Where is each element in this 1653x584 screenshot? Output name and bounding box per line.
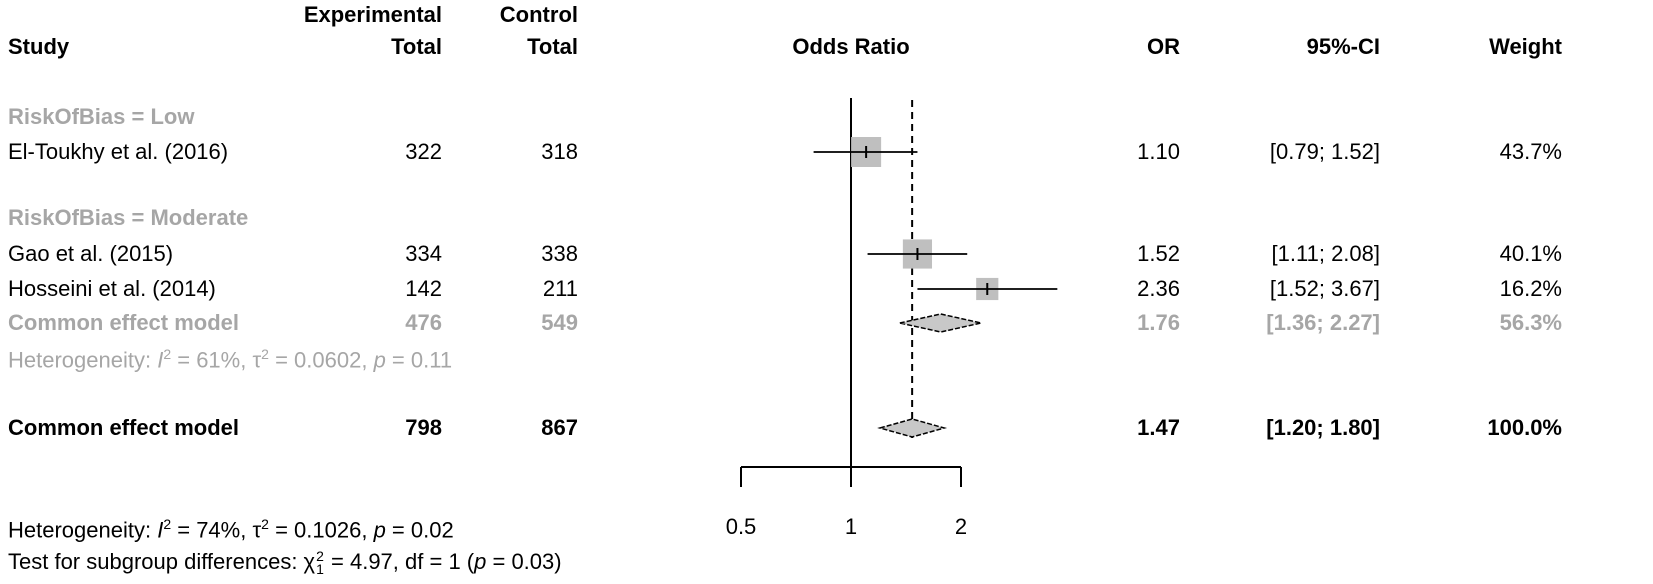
text-segment: = 0.1026,	[268, 517, 374, 543]
study-row-or: 2.36	[1137, 276, 1180, 301]
overall-summary-or: 1.47	[1137, 415, 1180, 440]
overall-summary-weight: 100.0%	[1487, 415, 1562, 440]
text-segment: p	[373, 347, 386, 373]
overall-heterogeneity: Heterogeneity: I2 = 74%, τ2 = 0.1026, p …	[8, 517, 454, 541]
text-segment: p	[474, 549, 487, 575]
text-segment: = 0.11	[385, 347, 453, 373]
study-row-ci: [0.79; 1.52]	[1269, 139, 1380, 164]
subgroup-label: RiskOfBias = Low	[8, 104, 195, 129]
text-segment: 2	[163, 516, 172, 532]
x-tick-label: 1	[844, 514, 858, 539]
study-row-ctrl-total: 338	[541, 241, 578, 266]
subgroup-heterogeneity: Heterogeneity: I2 = 61%, τ2 = 0.0602, p …	[8, 347, 452, 371]
header-experimental: Experimental	[303, 2, 442, 27]
text-segment: Heterogeneity:	[8, 517, 158, 543]
study-row-exp-total: 334	[405, 241, 442, 266]
text-segment: τ	[252, 517, 262, 543]
x-tick-label: 2	[954, 514, 968, 539]
text-segment: Test for subgroup differences:	[8, 549, 304, 575]
math-script: 2	[316, 548, 324, 564]
study-row-exp-total: 322	[405, 139, 442, 164]
text-segment: p	[373, 517, 386, 543]
study-row-name: Gao et al. (2015)	[8, 241, 174, 266]
text-segment: = 74%,	[171, 517, 253, 543]
study-row-weight: 43.7%	[1499, 139, 1562, 164]
header-or: OR	[1147, 34, 1180, 59]
text-segment: 2	[163, 346, 172, 362]
text-segment: χ	[303, 549, 316, 575]
math-script: 1	[316, 561, 324, 578]
text-segment: = 0.0602,	[268, 347, 374, 373]
header-experimental-total: Total	[391, 34, 442, 59]
text-segment: = 61%,	[171, 347, 253, 373]
header-odds-ratio: Odds Ratio	[792, 34, 910, 59]
overall-summary-ci: [1.20; 1.80]	[1266, 415, 1380, 440]
subgroup-summary-or: 1.76	[1137, 310, 1180, 335]
header-weight: Weight	[1489, 34, 1562, 59]
study-row-ci: [1.11; 2.08]	[1271, 241, 1380, 266]
overall-summary-diamond	[877, 418, 948, 438]
subgroup-label: RiskOfBias = Moderate	[8, 205, 249, 230]
study-row-exp-total: 142	[405, 276, 442, 301]
study-row-ci: [1.52; 3.67]	[1269, 276, 1380, 301]
text-segment: τ	[252, 347, 262, 373]
text-segment: = 4.97, df = 1 (	[324, 549, 475, 575]
subgroup-summary-weight: 56.3%	[1499, 310, 1562, 335]
x-tick-label: 0.5	[725, 514, 757, 539]
study-row-weight: 40.1%	[1499, 241, 1562, 266]
header-control-total: Total	[527, 34, 578, 59]
header-study: Study	[8, 34, 70, 59]
text-segment: = 0.02	[385, 517, 454, 543]
overall-summary-name: Common effect model	[8, 415, 240, 440]
text-segment: Heterogeneity:	[8, 347, 158, 373]
text-segment: = 0.03)	[486, 549, 562, 575]
subgroup-summary-ci: [1.36; 2.27]	[1266, 310, 1380, 335]
study-row-name: Hosseini et al. (2014)	[8, 276, 216, 301]
text-segment: I	[157, 347, 164, 373]
text-segment: 2	[261, 516, 269, 532]
subgroup-summary-ctrl-total: 549	[541, 310, 578, 335]
study-row-ctrl-total: 211	[542, 276, 578, 301]
subgroup-summary-name: Common effect model	[8, 310, 240, 335]
overall-summary-exp-total: 798	[405, 415, 442, 440]
study-row-name: El-Toukhy et al. (2016)	[8, 139, 229, 164]
study-row-or: 1.10	[1137, 139, 1180, 164]
header-ci: 95%-CI	[1306, 34, 1380, 59]
overall-summary-ctrl-total: 867	[541, 415, 578, 440]
study-row-or: 1.52	[1137, 241, 1180, 266]
subgroup-summary-diamond	[899, 313, 982, 333]
study-row-ctrl-total: 318	[541, 139, 578, 164]
text-segment: 2	[261, 346, 269, 362]
header-control: Control	[499, 2, 578, 27]
study-row-weight: 16.2%	[1499, 276, 1562, 301]
subgroup-summary-exp-total: 476	[405, 310, 442, 335]
text-segment: I	[157, 517, 164, 543]
